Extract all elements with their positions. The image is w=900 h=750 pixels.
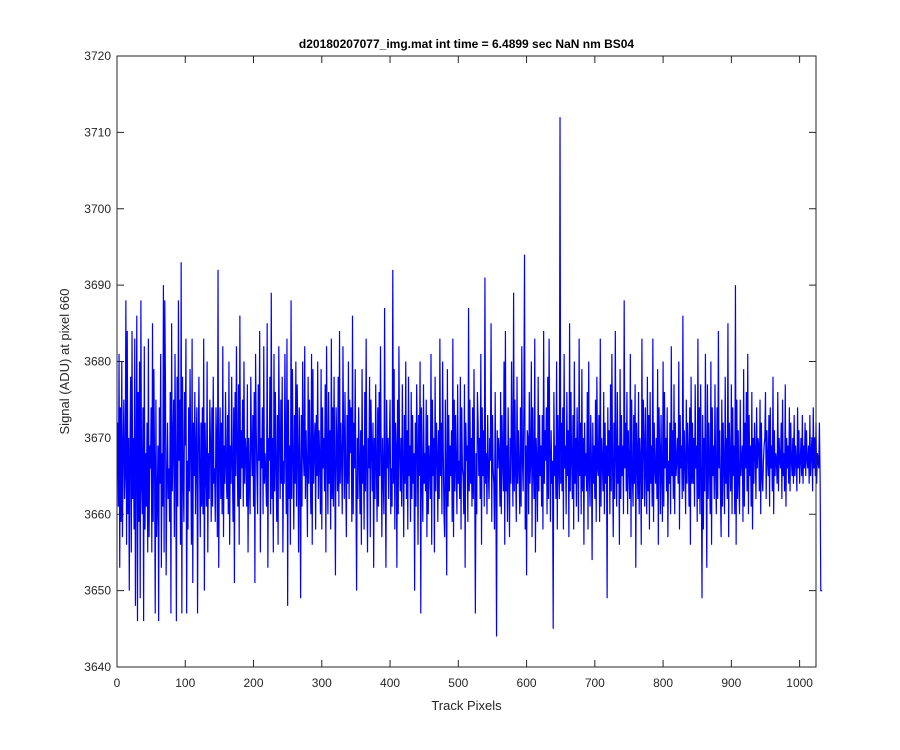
x-tick-label: 700 (585, 676, 605, 690)
plot-area (117, 56, 816, 667)
chart-title: d20180207077_img.mat int time = 6.4899 s… (299, 37, 635, 51)
axis-ticks: 0 100 200 300 400 500 600 700 800 900 1000 3640 3650… (84, 49, 816, 690)
y-tick-label: 3690 (84, 278, 111, 292)
series-layer (117, 117, 823, 637)
x-tick-label: 1000 (786, 676, 813, 690)
x-tick-label: 400 (380, 676, 400, 690)
x-tick-label: 300 (312, 676, 332, 690)
x-tick-label: 200 (244, 676, 264, 690)
y-tick-label: 3650 (84, 584, 111, 598)
x-tick-label: 900 (721, 676, 741, 690)
y-tick-label: 3640 (84, 660, 111, 674)
x-tick-label: 100 (175, 676, 195, 690)
y-tick-label: 3670 (84, 431, 111, 445)
plot-frame (116, 55, 817, 668)
y-tick-label: 3710 (84, 125, 111, 139)
x-tick-label: 600 (517, 676, 537, 690)
x-axis-label: Track Pixels (431, 698, 502, 713)
x-tick-label: 500 (448, 676, 468, 690)
y-tick-label: 3680 (84, 355, 111, 369)
y-tick-label: 3720 (84, 49, 111, 63)
y-tick-label: 3660 (84, 507, 111, 521)
x-tick-label: 0 (114, 676, 121, 690)
y-axis-label: Signal (ADU) at pixel 660 (57, 289, 72, 435)
y-tick-label: 3700 (84, 202, 111, 216)
x-tick-label: 800 (653, 676, 673, 690)
series-line-0 (117, 117, 823, 637)
